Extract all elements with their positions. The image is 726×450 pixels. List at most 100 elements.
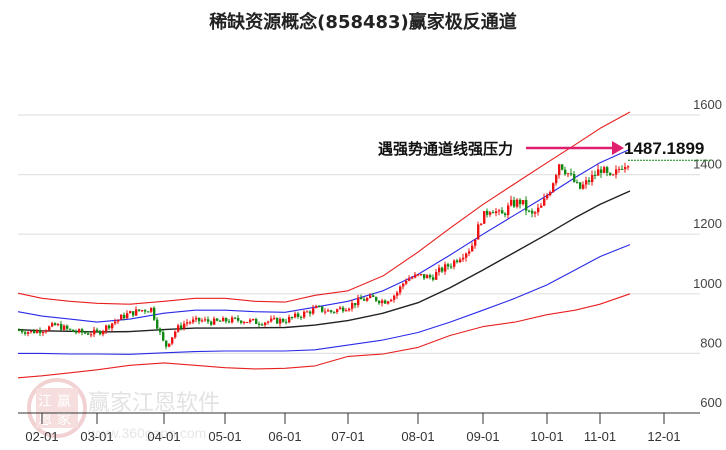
channel-bands xyxy=(17,111,631,379)
candle-body xyxy=(411,277,414,279)
candle-body xyxy=(624,166,627,170)
candle-body xyxy=(498,210,501,212)
candle-body xyxy=(606,167,609,173)
candle-body xyxy=(267,321,270,323)
candle-body xyxy=(138,309,141,311)
candle-body xyxy=(627,166,630,168)
candle-body xyxy=(177,325,180,332)
watermark-logo-icon xyxy=(27,378,87,438)
candle-body xyxy=(528,210,531,212)
candle-body xyxy=(573,174,576,183)
candle-body xyxy=(471,245,474,252)
candle-body xyxy=(264,322,267,325)
candle-body xyxy=(609,172,612,176)
lower-inner-band-line xyxy=(18,244,631,355)
candle-body xyxy=(450,266,453,268)
candle-body xyxy=(144,310,147,312)
candle-body xyxy=(99,330,102,335)
candle-body xyxy=(207,319,210,322)
candle-body xyxy=(363,299,366,301)
candle-body xyxy=(150,307,153,312)
candle-body xyxy=(27,332,30,334)
candle-body xyxy=(63,325,66,330)
candle-body xyxy=(447,264,450,267)
upper-inner-band-line xyxy=(17,148,631,323)
candle-body xyxy=(276,317,279,324)
candle-body xyxy=(357,297,360,306)
candle-body xyxy=(594,174,597,176)
candle-body xyxy=(480,223,483,225)
candle-body xyxy=(198,317,201,322)
candle-body xyxy=(381,300,384,304)
candle-body xyxy=(495,211,498,214)
candle-body xyxy=(105,325,108,331)
candle-body xyxy=(516,199,519,207)
candle-body xyxy=(339,307,342,310)
candle-body xyxy=(513,199,516,207)
candle-body xyxy=(567,173,570,175)
candle-body xyxy=(297,313,300,317)
candlesticks xyxy=(18,162,630,350)
middle-line-line xyxy=(17,190,631,333)
candle-body xyxy=(372,295,375,297)
candle-body xyxy=(531,210,534,214)
x-tick-label: 08-01 xyxy=(401,429,434,444)
candle-body xyxy=(558,164,561,176)
candle-body xyxy=(258,323,261,325)
candle-body xyxy=(354,303,357,306)
candle-body xyxy=(387,301,390,304)
candle-body xyxy=(135,309,138,316)
candle-body xyxy=(474,239,477,246)
candle-body xyxy=(165,340,168,347)
candle-body xyxy=(201,320,204,322)
candle-body xyxy=(318,306,321,308)
candle-body xyxy=(468,251,471,254)
candle-body xyxy=(282,318,285,322)
candle-body xyxy=(504,213,507,216)
candle-body xyxy=(366,298,369,301)
candle-body xyxy=(540,205,543,208)
candle-body xyxy=(222,317,225,322)
candle-body xyxy=(81,329,84,333)
candle-body xyxy=(522,200,525,205)
candle-body xyxy=(255,318,258,324)
candle-body xyxy=(402,283,405,287)
candle-body xyxy=(477,224,480,240)
svg-text:江: 江 xyxy=(38,394,52,410)
watermark: 江 赢 恩 家 赢家江恩软件 www.360gann.com xyxy=(27,378,220,441)
watermark-url: www.360gann.com xyxy=(87,425,206,441)
candle-body xyxy=(486,211,489,215)
candle-body xyxy=(54,323,57,326)
candle-body xyxy=(183,323,186,329)
candle-body xyxy=(96,329,99,331)
y-tick-label: 800 xyxy=(700,335,722,350)
candle-body xyxy=(243,322,246,324)
candle-body xyxy=(45,330,48,333)
x-tick-label: 04-01 xyxy=(147,429,180,444)
x-tick-label: 11-01 xyxy=(584,429,616,444)
candle-body xyxy=(396,292,399,296)
candle-body xyxy=(534,212,537,214)
candle-body xyxy=(57,324,60,326)
candle-body xyxy=(612,174,615,176)
chart-title: 稀缺资源概念(858483)赢家极反通道 xyxy=(209,12,517,33)
candle-body xyxy=(300,316,303,318)
candle-body xyxy=(456,260,459,263)
candle-body xyxy=(414,274,417,278)
candle-body xyxy=(423,274,426,279)
candle-body xyxy=(30,330,33,333)
candle-body xyxy=(519,199,522,205)
candle-body xyxy=(186,322,189,324)
x-tick-label: 05-01 xyxy=(208,429,241,444)
candle-body xyxy=(288,316,291,323)
candle-body xyxy=(75,331,78,333)
candle-body xyxy=(114,321,117,324)
candle-body xyxy=(426,275,429,279)
lower-outer-band-line xyxy=(17,293,631,379)
candle-body xyxy=(312,308,315,314)
candle-body xyxy=(129,311,132,314)
candle-body xyxy=(360,297,363,300)
candle-body xyxy=(432,277,435,280)
candle-body xyxy=(117,319,120,322)
candle-body xyxy=(537,207,540,213)
